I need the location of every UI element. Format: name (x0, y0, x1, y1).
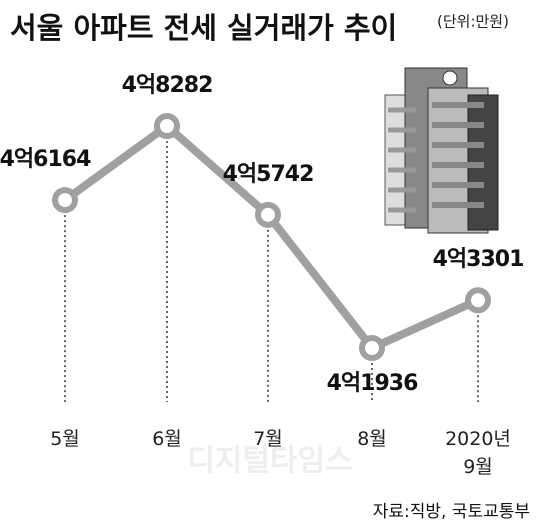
point (154, 113, 180, 139)
watermark: 디지털타임스 (187, 444, 353, 479)
value-label: 4억1936 (327, 371, 418, 396)
value-label: 4억6164 (0, 147, 91, 172)
x-tick-label: 8월 (357, 428, 387, 450)
value-label: 4억3301 (433, 247, 524, 272)
source-note: 자료:직방, 국토교통부 (373, 502, 530, 522)
unit-note: (단위:만원) (437, 13, 509, 31)
building-illustration (384, 67, 499, 234)
x-tick-label: 6월 (152, 428, 182, 450)
x-tick-label: 5월 (50, 428, 80, 450)
value-label: 4억5742 (223, 162, 314, 187)
value-label: 4억8282 (122, 73, 213, 98)
point (255, 201, 281, 228)
x-tick-label: 7월 (253, 428, 283, 450)
point (359, 335, 385, 361)
chart-title: 서울 아파트 전세 실거래가 추이 (10, 11, 397, 45)
point (465, 287, 491, 314)
x-tick-label: 2020년 9월 (445, 428, 511, 478)
point (52, 187, 78, 214)
